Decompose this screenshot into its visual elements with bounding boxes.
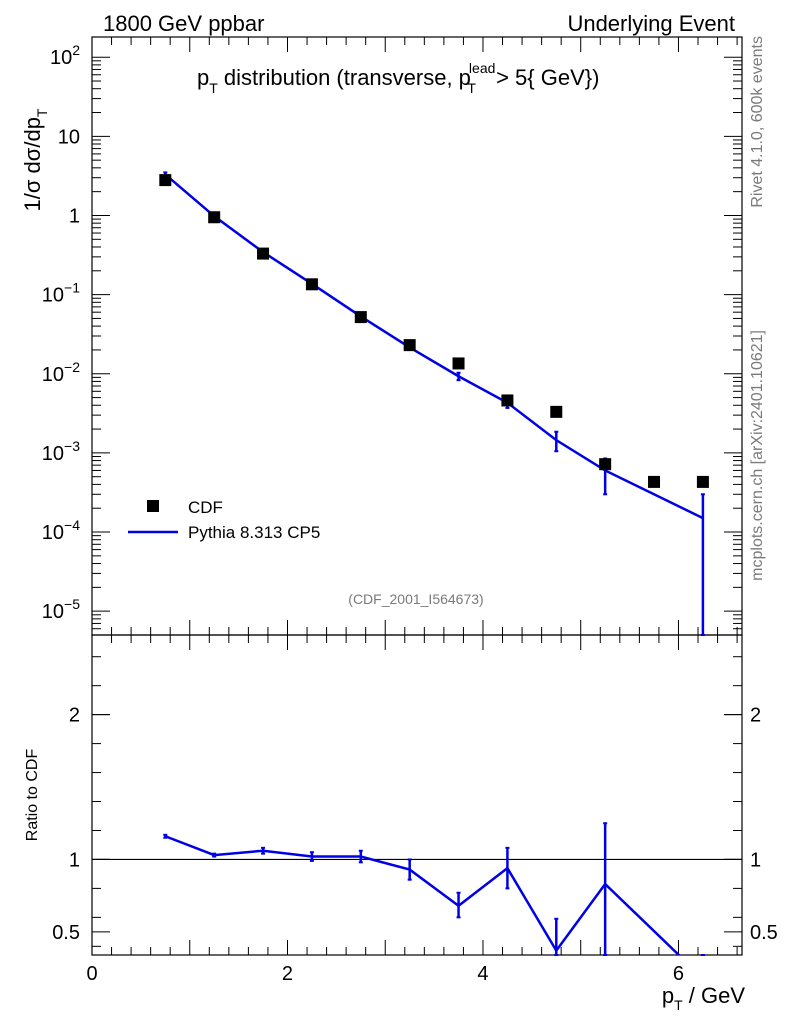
tick-base: 10: [58, 126, 80, 148]
cdf-data-point: [208, 211, 221, 224]
plot-id-label: (CDF_2001_I564673): [348, 591, 483, 607]
tick-exponent: −2: [64, 359, 80, 375]
x-tick-label: 6: [673, 963, 684, 985]
ratio-line: [164, 835, 681, 955]
main-y-tick-label: 102: [50, 42, 80, 69]
cdf-data-point: [696, 475, 709, 488]
title-p: p: [197, 65, 209, 90]
header-left-label: 1800 GeV ppbar: [103, 11, 264, 36]
header-right-label: Underlying Event: [567, 11, 735, 36]
title-sub-T: T: [209, 80, 218, 96]
legend-label-pythia: Pythia 8.313 CP5: [188, 523, 320, 542]
ratio-y-tick-label: 1: [69, 849, 80, 871]
x-label-rest: / GeV: [683, 983, 746, 1008]
tick-base: 1: [69, 205, 80, 227]
cdf-data-point: [452, 357, 465, 370]
x-tick-label: 2: [282, 963, 293, 985]
ratio-y-tick-label-right: 0.5: [750, 922, 778, 944]
tick-base: 10: [42, 285, 64, 307]
tick-base: 10: [42, 443, 64, 465]
cdf-data-point: [257, 247, 270, 260]
main-y-tick-label: 10−3: [42, 438, 80, 465]
tick-exponent: −1: [64, 280, 80, 296]
ratio-y-tick-label: 2: [69, 705, 80, 727]
tick-base: 10: [42, 522, 64, 544]
tick-base: 10: [42, 601, 64, 623]
main-plot-frame: [91, 36, 743, 636]
legend: CDF Pythia 8.313 CP5: [128, 498, 320, 542]
main-y-tick-label: 10−2: [42, 359, 80, 386]
tick-exponent: −4: [64, 517, 80, 533]
cdf-data-point: [354, 311, 367, 324]
tick-base: 10: [50, 47, 72, 69]
cdf-data-point: [501, 394, 514, 407]
rivet-label: Rivet 4.1.0, 600k events: [749, 36, 766, 208]
main-y-label: 1/σ dσ/dpT: [20, 108, 50, 211]
main-title: pT distribution (transverse, plead T > 5{…: [197, 60, 599, 96]
x-label-p: p: [662, 983, 674, 1008]
legend-marker-cdf: [147, 500, 159, 512]
main-y-tick-label: 10−4: [42, 517, 80, 544]
title-sub-T2: T: [467, 80, 476, 96]
tick-exponent: −3: [64, 438, 80, 454]
main-y-tick-label: 10−1: [42, 280, 80, 307]
ratio-y-tick-label: 0.5: [52, 922, 80, 944]
mcplots-label: mcplots.cern.ch [arXiv:2401.10621]: [749, 330, 766, 581]
legend-label-cdf: CDF: [188, 498, 223, 517]
cdf-data-point: [599, 458, 612, 471]
main-y-tick-label: 10: [58, 126, 80, 148]
x-axis-label: pT / GeV: [662, 983, 745, 1013]
tick-exponent: 2: [72, 42, 80, 58]
cdf-data-point: [550, 405, 563, 418]
cdf-data-point: [403, 339, 416, 352]
x-tick-label: 4: [477, 963, 488, 985]
ratio-y-tick-label-right: 2: [750, 705, 761, 727]
title-sup-lead: lead: [469, 60, 495, 76]
title-end: > 5{ GeV}): [490, 65, 599, 90]
x-tick-label: 0: [86, 963, 97, 985]
ratio-plot-frame: [91, 634, 743, 956]
main-y-tick-label: 10−5: [42, 596, 80, 623]
cdf-data-point: [159, 174, 172, 187]
cdf-data-point: [305, 278, 318, 291]
cdf-data-point: [648, 475, 661, 488]
ratio-y-label: Ratio to CDF: [24, 749, 41, 842]
y-label-main: 1/σ dσ/dp: [20, 117, 45, 211]
y-label-sub: T: [34, 108, 50, 117]
pythia-line: [164, 173, 704, 520]
x-label-sub: T: [674, 997, 683, 1013]
title-mid: distribution (transverse, p: [218, 65, 471, 90]
ratio-y-tick-label-right: 1: [750, 849, 761, 871]
main-y-tick-label: 1: [69, 205, 80, 227]
tick-base: 10: [42, 364, 64, 386]
tick-exponent: −5: [64, 596, 80, 612]
